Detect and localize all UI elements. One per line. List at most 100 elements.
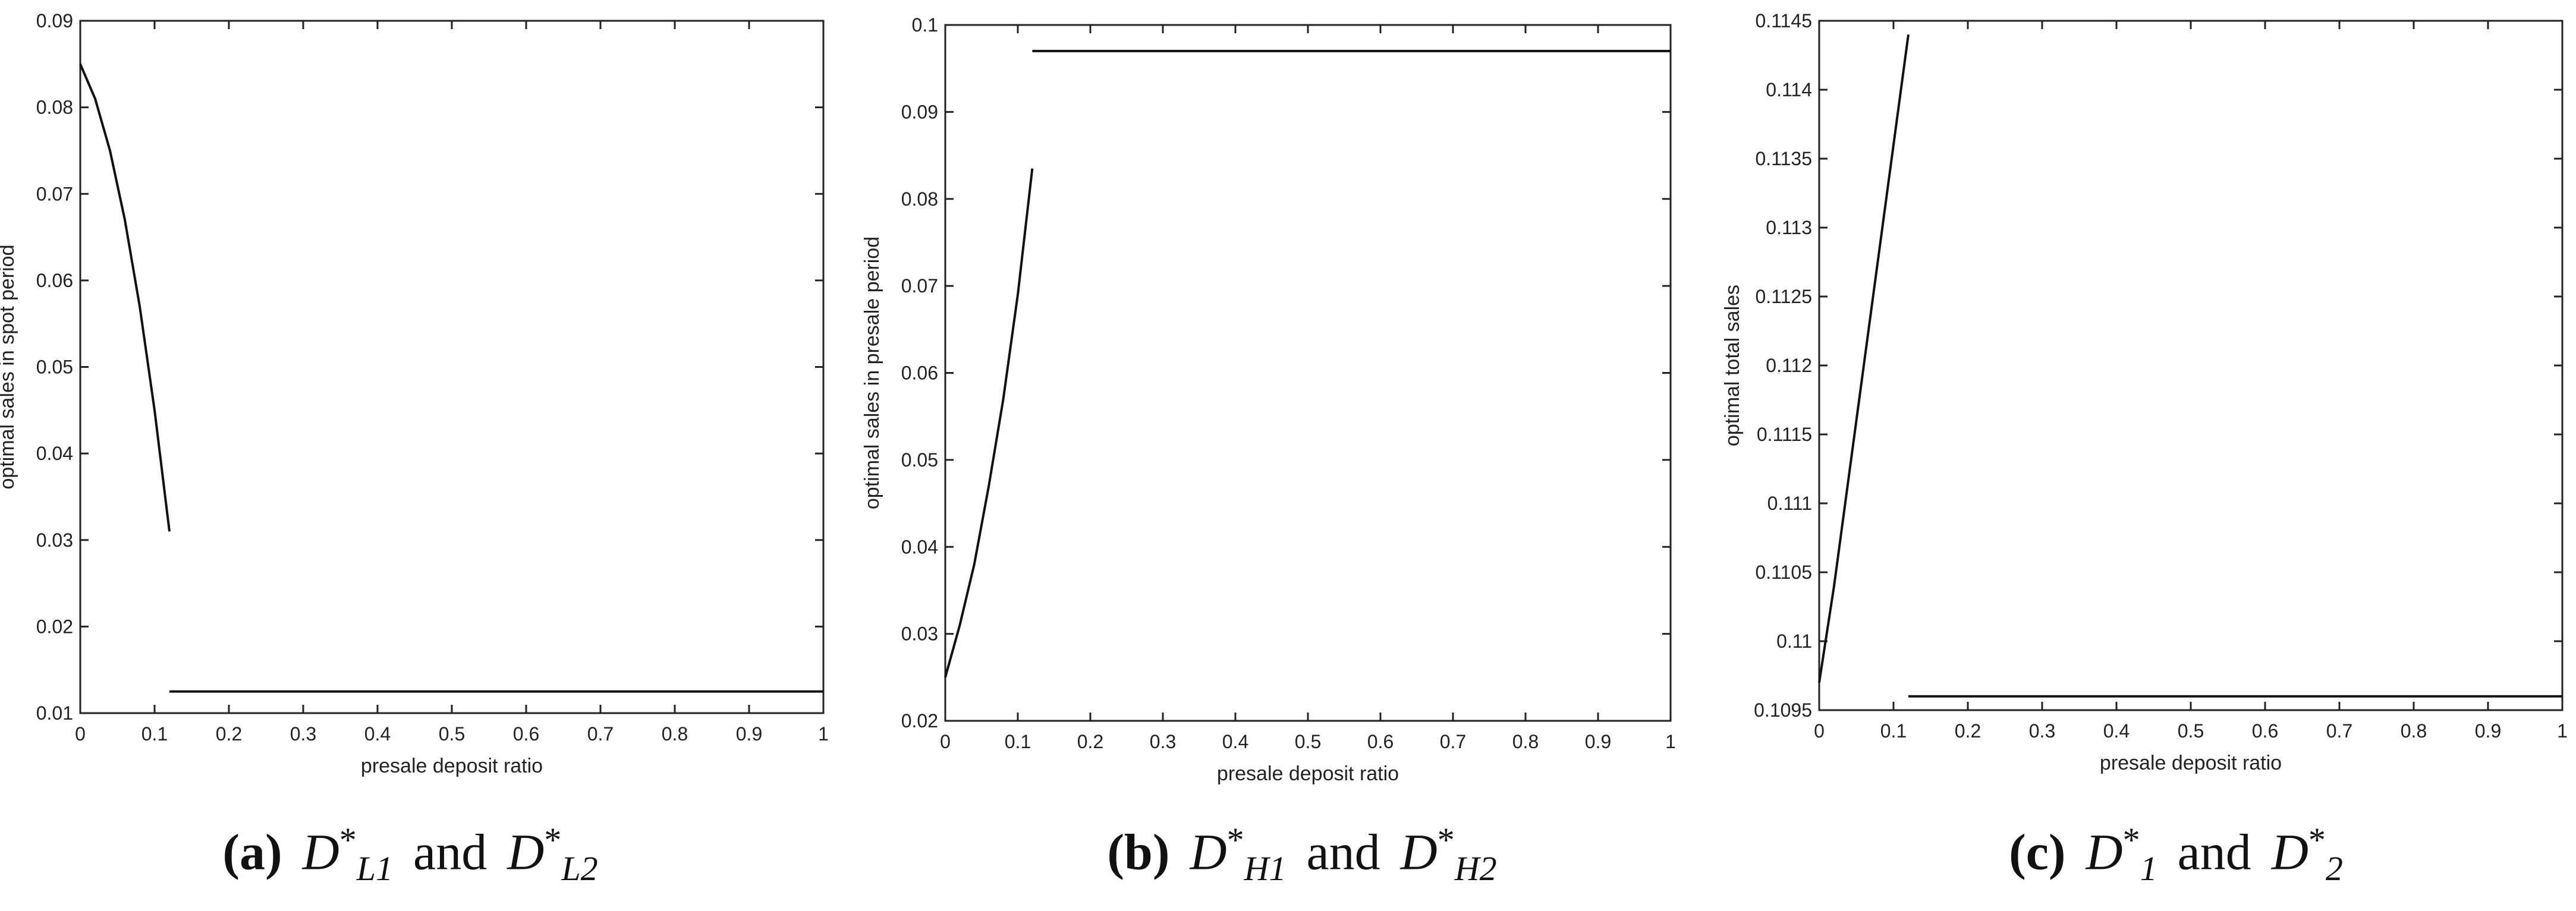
y-tick-label: 0.08: [36, 97, 73, 118]
x-tick-label: 0.4: [2103, 720, 2130, 742]
y-tick-label: 0.02: [36, 616, 73, 637]
x-tick-label: 1: [1665, 731, 1676, 752]
x-tick-label: 0.8: [662, 723, 688, 745]
y-tick-label: 0.06: [901, 362, 938, 384]
x-tick-label: 0.7: [1440, 731, 1466, 752]
plot-frame: [944, 24, 1672, 722]
x-tick-label: 0.7: [2326, 720, 2352, 742]
y-tick-label: 0.1115: [1757, 424, 1812, 445]
y-axis-label: optimal sales in presale period: [861, 237, 883, 509]
x-tick-label: 0.5: [2178, 720, 2204, 742]
plot-frame: [79, 20, 825, 714]
caption-label: (c): [2009, 823, 2066, 881]
y-tick-label: 0.07: [901, 275, 938, 297]
x-tick-label: 0.2: [1077, 731, 1103, 752]
y-tick-label: 0.09: [901, 101, 938, 122]
y-tick-label: 0.1105: [1756, 562, 1813, 583]
x-tick-label: 0.2: [216, 723, 242, 745]
x-tick-label: 0.1: [1880, 720, 1907, 742]
x-tick-label: 0.9: [736, 723, 762, 745]
caption-symbol-first: D: [1190, 823, 1227, 881]
caption-sup-second: *: [2308, 821, 2326, 859]
y-tick-label: 0.1125: [1756, 286, 1813, 307]
x-tick-label: 1: [818, 723, 829, 745]
x-tick-label: 0.5: [1295, 731, 1321, 752]
y-tick-label: 0.1145: [1756, 10, 1813, 31]
caption-symbol-second: D: [1400, 823, 1438, 881]
x-tick-label: 0: [940, 731, 951, 752]
y-axis-label: optimal total sales: [1721, 285, 1744, 446]
x-tick-label: 0.6: [2252, 720, 2278, 742]
caption-sub-second: H2: [1454, 849, 1497, 888]
x-tick-label: 0.8: [2401, 720, 2427, 742]
y-tick-label: 0.03: [36, 529, 73, 551]
x-tick-label: 0.4: [1222, 731, 1248, 752]
plot-frame: [1818, 20, 2564, 711]
caption-conjunction: and: [413, 823, 487, 881]
caption-symbol-first: D: [2086, 823, 2123, 881]
chart-panel-a: 0 0.1 0.2 0.3 0.4 0.5 0.6 0.7 0.8 0.9 1 0.01 0.02 0.0…: [0, 10, 829, 777]
y-tick-label: 0.09: [36, 10, 73, 31]
x-tick-label: 0.6: [513, 723, 539, 745]
x-tick-label: 0.4: [364, 723, 391, 745]
caption-sup-first: *: [2122, 821, 2140, 859]
x-tick-label: 0.8: [1512, 731, 1539, 752]
x-tick-label: 0.6: [1367, 731, 1394, 752]
caption-sup-first: *: [339, 821, 357, 859]
x-tick-label: 0.9: [2475, 720, 2501, 742]
y-tick-label: 0.07: [36, 183, 73, 204]
y-tick-label: 0.01: [36, 702, 73, 724]
x-tick-label: 0: [1814, 720, 1825, 742]
caption-sup-second: *: [1437, 821, 1455, 859]
caption-c: (c) D*1 and D*2: [2009, 820, 2343, 888]
series-line-1: [944, 168, 1034, 678]
caption-label: (b): [1107, 823, 1170, 881]
y-tick-label: 0.02: [901, 710, 938, 732]
y-tick-label: 0.08: [901, 188, 938, 210]
y-tick-label: 0.03: [901, 623, 938, 645]
y-tick-label: 0.05: [36, 357, 73, 378]
x-tick-label: 0.7: [587, 723, 614, 745]
x-tick-label: 0.3: [290, 723, 316, 745]
x-tick-label: 0.2: [1955, 720, 1981, 742]
series-line-1: [79, 64, 171, 532]
x-tick-label: 0.9: [1585, 731, 1611, 752]
y-tick-label: 0.11: [1776, 631, 1812, 652]
y-tick-label: 0.113: [1766, 217, 1812, 238]
y-tick-label: 0.112: [1766, 355, 1812, 376]
y-tick-label: 0.06: [36, 270, 73, 291]
caption-sub-second: 2: [2325, 849, 2343, 888]
caption-sup-second: *: [544, 821, 562, 859]
x-axis-label: presale deposit ratio: [361, 755, 543, 777]
y-axis-label: optimal sales in spot period: [0, 244, 18, 489]
caption-sub-first: 1: [2140, 849, 2157, 888]
x-tick-label: 1: [2557, 720, 2568, 742]
chart-panel-c: 0 0.1 0.2 0.3 0.4 0.5 0.6 0.7 0.8 0.9 10.10950.110…: [1721, 10, 2568, 774]
caption-conjunction: and: [2177, 823, 2251, 881]
y-tick-label: 0.114: [1766, 79, 1812, 100]
caption-a: (a) D*L1 and D*L2: [222, 820, 597, 888]
y-tick-label: 0.04: [901, 536, 938, 557]
x-axis-label: presale deposit ratio: [2100, 752, 2282, 774]
caption-symbol-second: D: [507, 823, 545, 881]
y-tick-label: 0.111: [1767, 493, 1812, 514]
y-tick-label: 0.1: [912, 14, 938, 36]
caption-sub-first: L1: [356, 849, 394, 888]
x-tick-label: 0.1: [141, 723, 168, 745]
y-tick-label: 0.05: [901, 449, 938, 471]
x-tick-label: 0.3: [2029, 720, 2055, 742]
y-tick-label: 0.1135: [1756, 148, 1813, 169]
chart-panel-b: 0 0.1 0.2 0.3 0.4 0.5 0.6 0.7 0.8 0.9 1 0.02 0.03 0.0…: [861, 14, 1676, 785]
series-line-1: [1818, 34, 1910, 683]
caption-conjunction: and: [1306, 823, 1380, 881]
caption-symbol-second: D: [2271, 823, 2308, 881]
x-axis-label: presale deposit ratio: [1217, 762, 1399, 785]
y-tick-label: 0.1095: [1754, 699, 1812, 721]
x-tick-label: 0.3: [1150, 731, 1176, 752]
caption-b: (b) D*H1 and D*H2: [1107, 820, 1496, 888]
caption-sup-first: *: [1226, 821, 1244, 859]
x-tick-label: 0.1: [1005, 731, 1031, 752]
caption-sub-second: L2: [561, 849, 598, 888]
caption-sub-first: H1: [1244, 849, 1287, 888]
